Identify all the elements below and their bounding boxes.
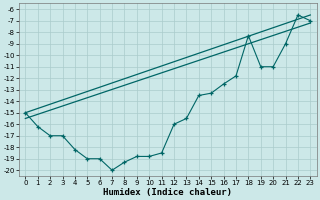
X-axis label: Humidex (Indice chaleur): Humidex (Indice chaleur) <box>103 188 232 197</box>
